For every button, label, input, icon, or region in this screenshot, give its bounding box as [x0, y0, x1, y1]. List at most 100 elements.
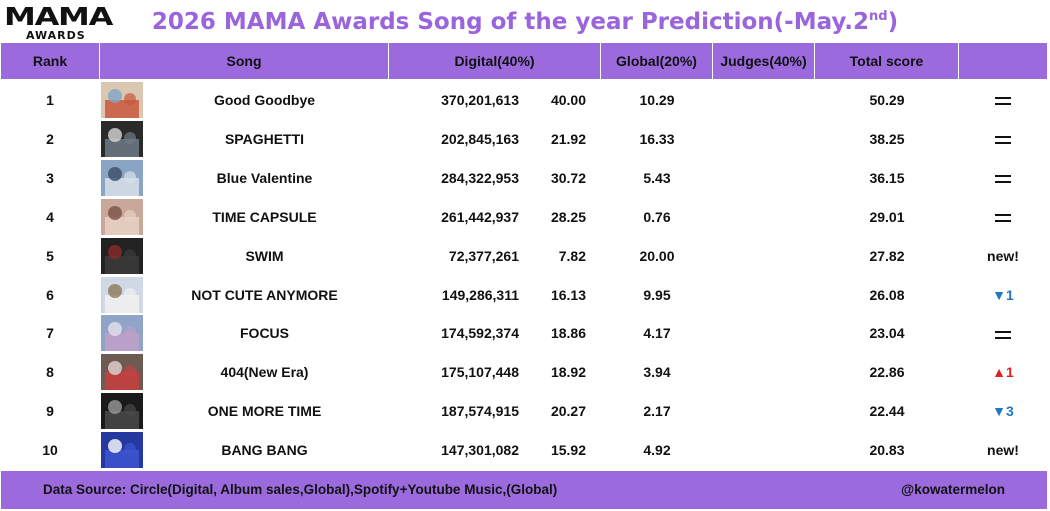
judges-score: [713, 237, 815, 276]
logo-sub-text: AWARDS: [26, 29, 86, 42]
rank-change-badge: ▼3: [992, 403, 1014, 420]
global-score: 3.94: [643, 364, 671, 381]
album-cover-thumbnail: [101, 82, 143, 118]
album-cover-art: [101, 354, 143, 391]
equals-icon: [995, 213, 1011, 222]
album-cover-thumbnail: [101, 393, 143, 430]
digital-score: 18.86: [550, 325, 586, 342]
footer-bar: Data Source: Circle(Digital, Album sales…: [1, 471, 1047, 509]
global-score: 4.17: [643, 325, 671, 342]
digital-score: 28.25: [550, 208, 586, 225]
table-row: 2 SPAGHETTI 202,845,163 21.92 16.33 38.25: [1, 120, 1047, 159]
digital-streams: 147,301,082: [441, 442, 519, 459]
table-header: Rank Song Digital(40%) Global(20%) Judge…: [1, 43, 1047, 79]
title-text: 2026 MAMA Awards Song of the year Predic…: [151, 9, 870, 35]
song-title: SPAGHETTI: [224, 130, 305, 147]
album-cover-thumbnail: [101, 198, 143, 235]
judges-score: [713, 159, 815, 198]
digital-score: 15.92: [550, 442, 586, 459]
digital-score: 16.13: [550, 286, 586, 303]
global-score: 10.29: [639, 92, 675, 108]
total-score: 20.83: [869, 442, 905, 459]
header-digital: Digital(40%): [389, 43, 601, 79]
rank-cell: 9: [46, 403, 54, 420]
album-cover-art: [101, 315, 143, 352]
total-score: 23.04: [869, 325, 905, 342]
table-row: 10 BANG BANG 147,301,082 15.92 4.92 20.83 new!: [1, 431, 1047, 470]
title-sup: nd: [869, 9, 888, 24]
digital-streams: 174,592,374: [441, 325, 519, 342]
global-score: 9.95: [643, 286, 671, 303]
header-song: Song: [100, 43, 389, 79]
rank-change-badge: ▼1: [992, 286, 1014, 303]
digital-streams: 261,442,937: [441, 208, 519, 225]
digital-score: 20.27: [550, 403, 586, 420]
album-cover-thumbnail: [101, 159, 143, 196]
judges-score: [713, 314, 815, 353]
rank-cell: 2: [46, 130, 54, 147]
song-title: 404(New Era): [220, 364, 309, 381]
header-total: Total score: [815, 43, 959, 79]
digital-score: 40.00: [550, 92, 586, 108]
rank-cell: 8: [46, 364, 54, 381]
equals-icon: [995, 175, 1011, 184]
album-cover-thumbnail: [101, 276, 143, 313]
table-row: 7 FOCUS 174,592,374 18.86 4.17 23.04: [1, 314, 1047, 353]
judges-score: [713, 431, 815, 470]
global-score: 5.43: [643, 169, 671, 186]
album-cover-art: [101, 82, 143, 118]
header-change: [959, 43, 1047, 79]
header-rank: Rank: [1, 43, 100, 79]
album-cover-art: [101, 432, 143, 469]
rank-unchanged-icon: [959, 159, 1047, 198]
album-cover-thumbnail: [101, 354, 143, 391]
digital-score: 18.92: [550, 364, 586, 381]
album-cover-art: [101, 393, 143, 430]
table-row: 5 SWIM 72,377,261 7.82 20.00 27.82 new!: [1, 237, 1047, 276]
judges-score: [713, 276, 815, 315]
digital-score: 21.92: [550, 130, 586, 147]
album-cover-art: [101, 237, 143, 274]
digital-score: 7.82: [558, 247, 586, 264]
total-score: 29.01: [869, 208, 905, 225]
digital-streams: 72,377,261: [448, 247, 519, 264]
digital-streams: 149,286,311: [441, 286, 519, 303]
digital-streams: 284,322,953: [441, 169, 519, 186]
table-row: 4 TIME CAPSULE 261,442,937 28.25 0.76 29.01: [1, 198, 1047, 237]
rank-change-badge: ▲1: [992, 364, 1014, 381]
album-cover-art: [101, 198, 143, 235]
rank-cell: 7: [46, 325, 54, 342]
table-row: 3 Blue Valentine 284,322,953 30.72 5.43 36.15: [1, 159, 1047, 198]
total-score: 38.25: [869, 130, 905, 147]
table-body: 1 Good Goodbye 370,201,613 40.00 10.29 50.29 2…: [1, 81, 1047, 470]
equals-icon: [995, 136, 1011, 145]
rank-cell: 10: [42, 442, 58, 459]
rank-unchanged-icon: [959, 314, 1047, 353]
rank-cell: 1: [46, 92, 54, 108]
table-row: 9 ONE MORE TIME 187,574,915 20.27 2.17 22.44 ▼…: [1, 392, 1047, 431]
album-cover-thumbnail: [101, 120, 143, 157]
digital-streams: 187,574,915: [441, 403, 519, 420]
rank-new-badge: new!: [987, 442, 1019, 459]
album-cover-thumbnail: [101, 315, 143, 352]
judges-score: [713, 81, 815, 120]
total-score: 26.08: [869, 286, 905, 303]
total-score: 50.29: [869, 92, 905, 108]
song-title: BANG BANG: [221, 442, 308, 459]
global-score: 4.92: [643, 442, 671, 459]
album-cover-art: [101, 120, 143, 157]
rank-cell: 4: [46, 208, 54, 225]
rank-unchanged-icon: [959, 81, 1047, 120]
rank-unchanged-icon: [959, 198, 1047, 237]
total-score: 22.86: [869, 364, 905, 381]
total-score: 27.82: [869, 247, 905, 264]
song-title: FOCUS: [240, 325, 289, 342]
table-row: 6 NOT CUTE ANYMORE 149,286,311 16.13 9.95 26.…: [1, 276, 1047, 315]
global-score: 20.00: [639, 247, 675, 264]
judges-score: [713, 392, 815, 431]
rank-new-badge: new!: [987, 247, 1019, 264]
data-source: Data Source: Circle(Digital, Album sales…: [43, 482, 558, 497]
header-judges: Judges(40%): [713, 43, 815, 79]
album-cover-art: [101, 159, 143, 196]
album-cover-art: [101, 276, 143, 313]
